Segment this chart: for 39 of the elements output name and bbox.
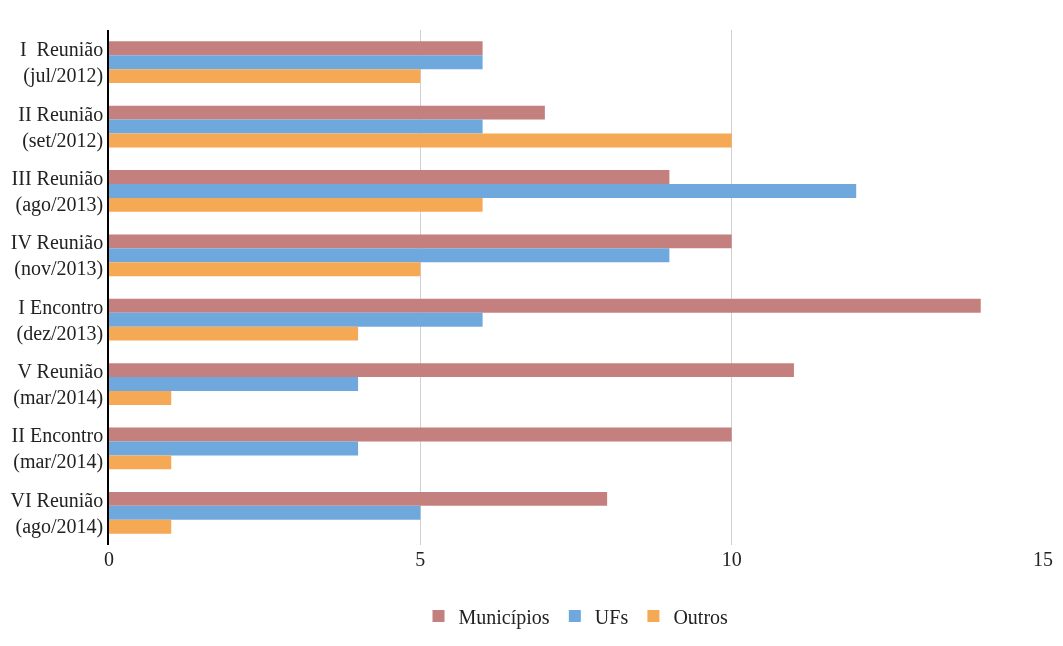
bar [109, 326, 359, 341]
bar [109, 170, 670, 184]
bar [109, 377, 359, 392]
bar [109, 427, 732, 442]
y-tick-label: IV Reunião (nov/2013) [10, 231, 104, 281]
bar [109, 105, 545, 120]
bar [109, 183, 857, 198]
bar [109, 262, 421, 277]
bar [109, 248, 670, 263]
bar [109, 197, 483, 212]
legend-label: Outros [673, 605, 729, 628]
bar [109, 55, 483, 70]
y-tick-label: I Encontro (dez/2013) [16, 295, 104, 345]
legend-label: UFs [594, 605, 629, 628]
x-tick-label: 0 [104, 548, 114, 570]
y-tick-label: VI Reunião (ago/2014) [10, 488, 104, 538]
bar [109, 441, 359, 456]
bar [109, 119, 483, 134]
y-tick-label: I Reunião (jul/2012) [19, 38, 104, 88]
bar [109, 391, 172, 405]
bar [109, 455, 172, 470]
bar [109, 491, 608, 506]
y-tick-label: II Reunião (set/2012) [18, 102, 104, 152]
bar [109, 363, 794, 378]
y-tick-label: V Reunião (mar/2014) [13, 360, 104, 410]
bar [109, 298, 981, 313]
bar [109, 519, 172, 534]
bar [109, 312, 483, 327]
bar [109, 234, 732, 249]
x-tick-label: 15 [1033, 548, 1053, 570]
legend-label: Municípios [458, 605, 550, 629]
bar [109, 41, 483, 56]
bar [109, 69, 421, 84]
bar [109, 133, 732, 148]
x-tick-label: 10 [721, 548, 742, 570]
y-tick-label: II Encontro (mar/2014) [11, 424, 104, 474]
bar [109, 505, 421, 520]
y-tick-label: III Reunião (ago/2013) [11, 166, 104, 216]
x-tick-label: 5 [415, 548, 426, 570]
